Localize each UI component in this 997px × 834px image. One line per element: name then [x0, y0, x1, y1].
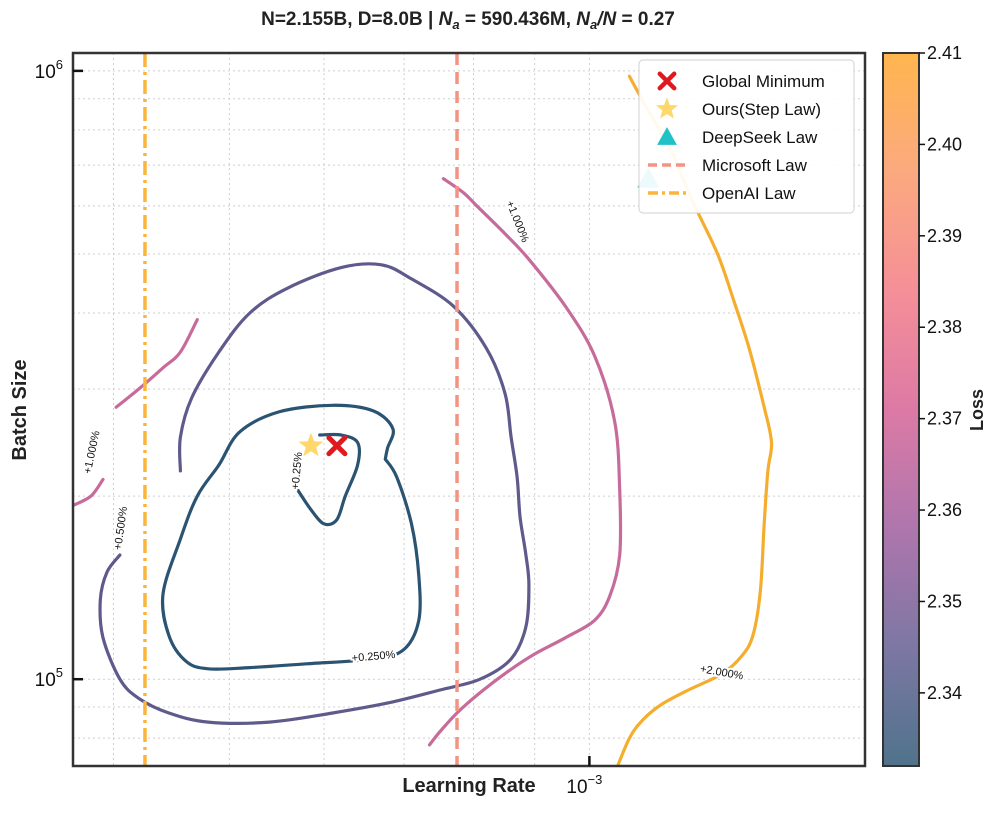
legend-label: Microsoft Law: [702, 156, 808, 175]
contour-label: +0.250%: [351, 649, 396, 665]
colorbar-tick-label: 2.36: [927, 500, 962, 520]
marker-global-minimum: [326, 435, 348, 457]
legend-marker-stroke: [657, 71, 677, 91]
colorbar-tick-label: 2.34: [927, 683, 962, 703]
legend-box: [638, 59, 855, 214]
colorbar-tick-label: 2.41: [927, 43, 962, 63]
legend-marker: [657, 71, 677, 91]
colorbar-label: Loss: [967, 389, 987, 431]
marker-global-minimum-stroke: [326, 435, 348, 457]
axis-ticks: 10−3 105 106: [35, 57, 603, 798]
colorbar-tick-label: 2.39: [927, 226, 962, 246]
colorbar-ticks: 2.34 2.35 2.36 2.37 2.38 2.39 2.40 2.41: [919, 43, 962, 703]
colorbar-tick-label: 2.37: [927, 409, 962, 429]
reference-lines: [143, 53, 459, 766]
contour-line: [114, 318, 199, 409]
x-axis-label: Learning Rate: [402, 775, 535, 797]
legend: Global Minimum Ours(Step Law) DeepSeek Law…: [638, 59, 855, 214]
marker-ours-step-law-: [298, 432, 324, 457]
plot-frame: [71, 51, 867, 768]
contour-line: [98, 262, 531, 725]
contour-line: [427, 177, 623, 747]
colorbar-tick-label: 2.40: [927, 134, 962, 154]
legend-marker: [657, 127, 677, 145]
colorbar-tick-label: 2.35: [927, 591, 962, 611]
x-tick-label: 10−3: [566, 772, 602, 798]
y-tick-label: 106: [35, 57, 63, 83]
chart-title: N=2.155B, D=8.0B | Na = 590.436M, Na/N =…: [261, 9, 675, 32]
legend-marker: [655, 97, 679, 119]
y-tick-label: 105: [35, 665, 63, 691]
colorbar-tick-label: 2.38: [927, 317, 962, 337]
grid-lines: [73, 53, 865, 766]
contour-line: [160, 403, 422, 671]
contour-line: [73, 477, 105, 508]
legend-label: Global Minimum: [702, 72, 825, 91]
legend-label: OpenAI Law: [702, 184, 796, 203]
colorbar-gradient: [882, 52, 920, 767]
legend-label: DeepSeek Law: [702, 128, 818, 147]
legend-label: Ours(Step Law): [702, 100, 821, 119]
contour-label: +0.25%: [290, 451, 305, 490]
colorbar: 2.34 2.35 2.36 2.37 2.38 2.39 2.40 2.41 Loss: [882, 43, 987, 767]
y-axis-label: Batch Size: [9, 359, 31, 460]
